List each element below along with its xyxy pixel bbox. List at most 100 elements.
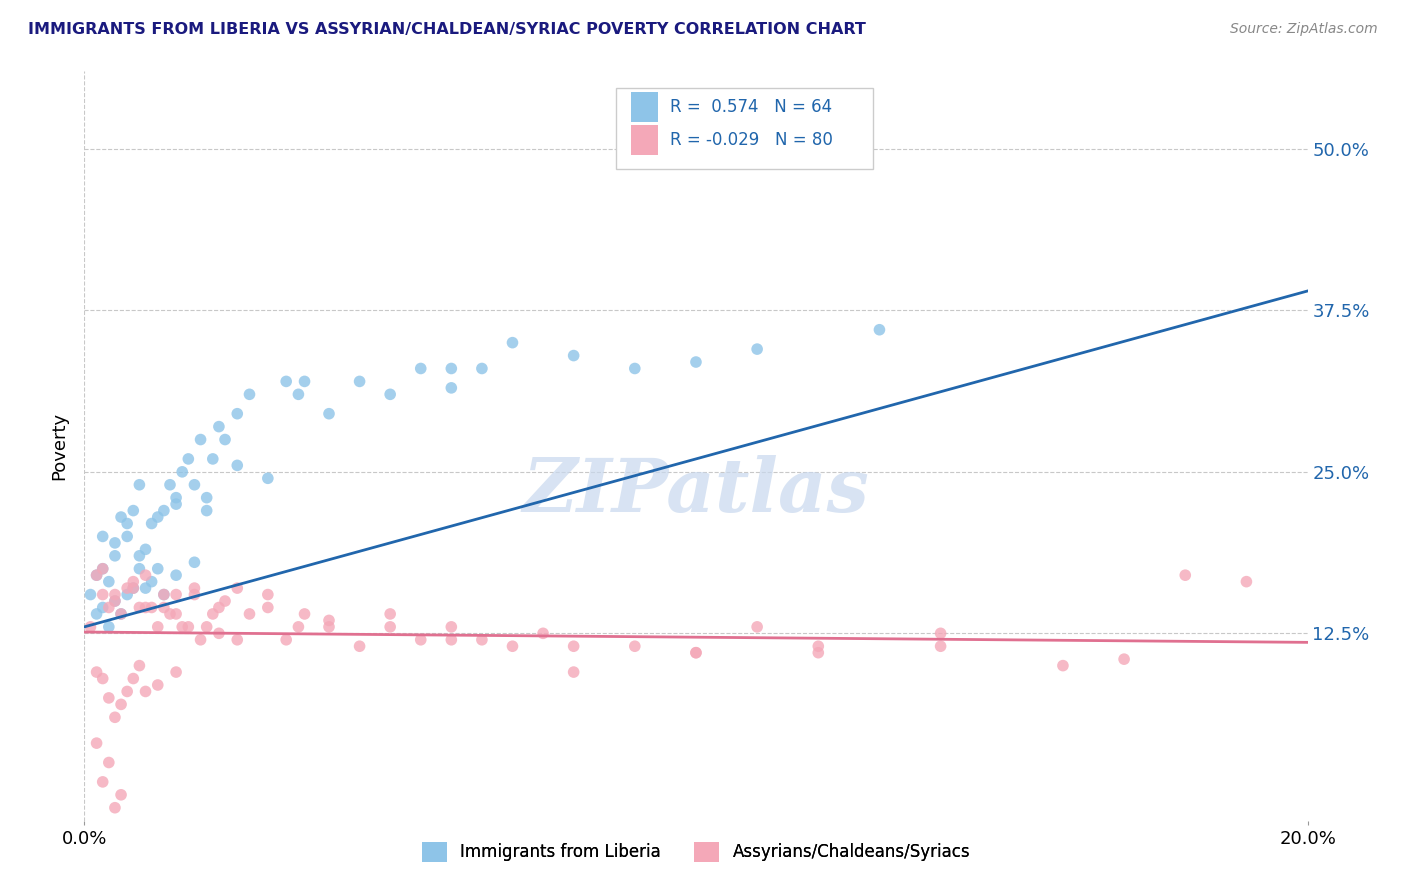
Point: [869, 323, 891, 337]
Point: [685, 355, 707, 369]
Point: [226, 632, 249, 647]
Point: [238, 387, 260, 401]
Point: [91, 529, 114, 543]
Point: [502, 335, 524, 350]
Point: [165, 568, 187, 582]
Point: [110, 607, 132, 621]
Text: ZIPatlas: ZIPatlas: [523, 455, 869, 527]
Point: [135, 542, 157, 557]
Point: [115, 684, 138, 698]
Point: [97, 574, 120, 589]
Point: [104, 594, 127, 608]
Point: [122, 503, 145, 517]
Point: [190, 433, 212, 447]
Point: [104, 549, 127, 563]
Point: [104, 801, 127, 815]
Point: [807, 646, 830, 660]
Point: [226, 458, 249, 473]
Point: [110, 607, 132, 621]
Point: [226, 581, 249, 595]
Point: [208, 626, 231, 640]
Point: [502, 639, 524, 653]
Point: [257, 588, 280, 602]
Point: [91, 672, 114, 686]
Point: [471, 361, 494, 376]
Point: [208, 419, 231, 434]
Point: [409, 361, 432, 376]
Point: [287, 387, 309, 401]
Point: [276, 375, 298, 389]
Point: [86, 568, 108, 582]
Point: [97, 620, 120, 634]
Point: [91, 775, 114, 789]
Point: [115, 581, 138, 595]
Point: [531, 626, 554, 640]
Point: [86, 607, 108, 621]
Point: [440, 361, 463, 376]
Bar: [616, 87, 873, 169]
Point: [91, 562, 114, 576]
Point: [165, 497, 187, 511]
Point: [146, 510, 169, 524]
Point: [1236, 574, 1258, 589]
Point: [146, 562, 169, 576]
Point: [318, 614, 340, 628]
Point: [128, 549, 150, 563]
Legend: Immigrants from Liberia, Assyrians/Chaldeans/Syriacs: Immigrants from Liberia, Assyrians/Chald…: [415, 835, 977, 869]
Point: [562, 639, 585, 653]
Point: [104, 536, 127, 550]
Point: [195, 503, 218, 517]
Point: [135, 600, 157, 615]
Point: [294, 607, 316, 621]
Point: [122, 672, 145, 686]
Point: [97, 690, 120, 705]
Point: [110, 510, 132, 524]
Point: [115, 529, 138, 543]
Point: [97, 756, 120, 770]
Point: [86, 736, 108, 750]
Point: [685, 646, 707, 660]
Point: [104, 594, 127, 608]
Point: [201, 607, 224, 621]
Point: [1052, 658, 1074, 673]
Point: [929, 626, 952, 640]
Point: [153, 503, 176, 517]
Text: Source: ZipAtlas.com: Source: ZipAtlas.com: [1230, 22, 1378, 37]
Point: [153, 600, 176, 615]
Point: [97, 600, 120, 615]
Point: [409, 632, 432, 647]
Point: [110, 788, 132, 802]
Point: [128, 562, 150, 576]
Point: [195, 620, 218, 634]
Point: [135, 684, 157, 698]
Point: [177, 620, 200, 634]
Point: [165, 607, 187, 621]
Point: [257, 471, 280, 485]
Point: [79, 588, 101, 602]
Point: [183, 588, 205, 602]
Point: [115, 516, 138, 531]
Point: [190, 632, 212, 647]
Point: [104, 588, 127, 602]
Point: [86, 665, 108, 679]
Point: [159, 607, 181, 621]
Point: [380, 620, 402, 634]
Point: [471, 632, 494, 647]
Point: [183, 581, 205, 595]
Point: [440, 381, 463, 395]
Point: [238, 607, 260, 621]
Point: [165, 665, 187, 679]
Point: [807, 639, 830, 653]
Point: [747, 342, 769, 356]
Point: [91, 562, 114, 576]
Y-axis label: Poverty: Poverty: [51, 412, 69, 480]
Point: [747, 620, 769, 634]
Point: [135, 581, 157, 595]
Point: [79, 620, 101, 634]
Point: [685, 646, 707, 660]
Point: [122, 574, 145, 589]
Point: [624, 361, 647, 376]
Point: [115, 588, 138, 602]
Point: [128, 477, 150, 491]
Point: [195, 491, 218, 505]
